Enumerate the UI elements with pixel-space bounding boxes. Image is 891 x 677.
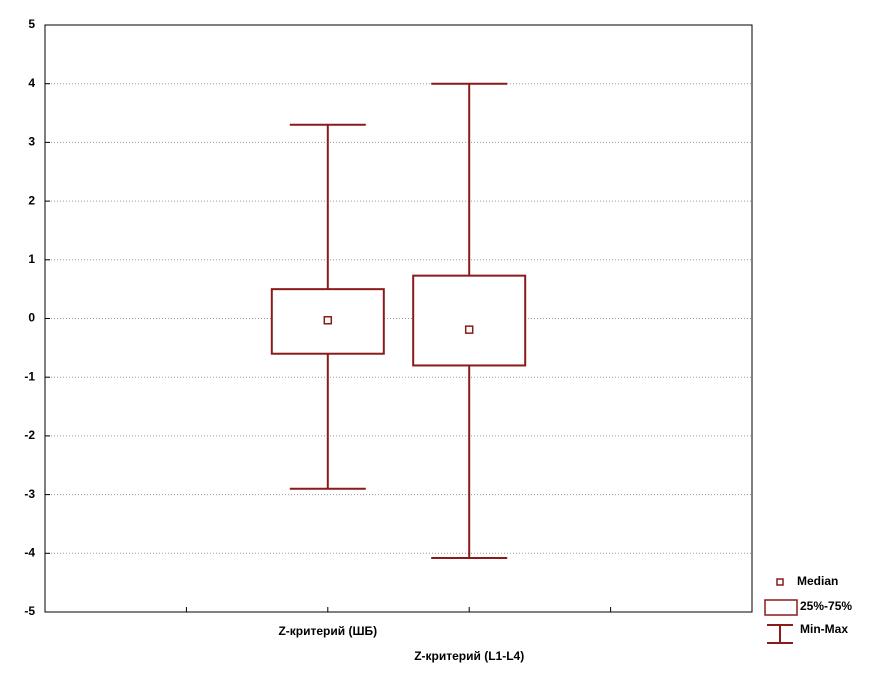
y-tick-label: -4 bbox=[24, 545, 35, 559]
x-tick-label: Z-критерий (L1-L4) bbox=[414, 649, 524, 663]
y-tick-label: -1 bbox=[24, 369, 35, 383]
plot-area bbox=[44, 24, 753, 613]
legend-median-icon bbox=[776, 578, 784, 586]
y-tick-label: 0 bbox=[28, 311, 35, 325]
y-tick-label: 4 bbox=[28, 76, 35, 90]
y-tick-label: -3 bbox=[24, 487, 35, 501]
y-tick-label: 3 bbox=[28, 135, 35, 149]
y-tick-label: 5 bbox=[28, 17, 35, 31]
y-tick-label: 2 bbox=[28, 193, 35, 207]
y-tick-label: -5 bbox=[24, 604, 35, 618]
legend-box-icon bbox=[764, 599, 798, 616]
y-tick-label: -2 bbox=[24, 428, 35, 442]
y-tick-label: 1 bbox=[28, 252, 35, 266]
median-marker bbox=[464, 325, 474, 334]
x-tick-label: Z-критерий (ШБ) bbox=[278, 624, 377, 638]
legend-label: Median bbox=[797, 574, 838, 588]
median-marker bbox=[323, 316, 333, 325]
box bbox=[412, 274, 527, 367]
legend-label: Min-Max bbox=[800, 622, 848, 636]
legend-label: 25%-75% bbox=[800, 599, 852, 613]
